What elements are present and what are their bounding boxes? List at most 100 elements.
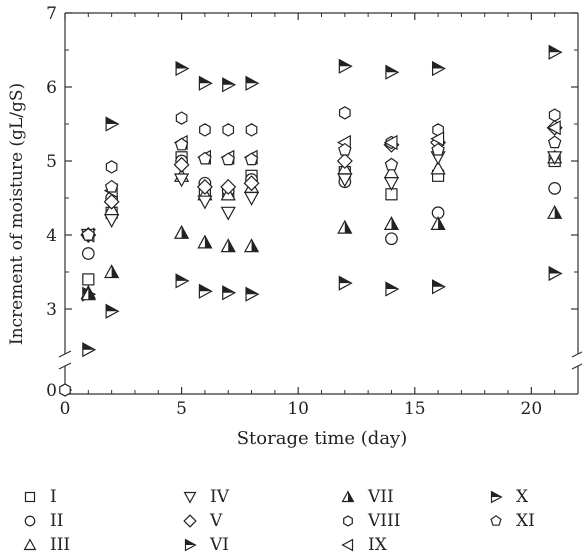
point-v [220,178,237,195]
point-xi [244,152,259,166]
legend-item-xi: XI [488,511,535,531]
legend-item-ii: II [22,511,63,531]
axis-break-right-bottom [571,363,582,370]
point-xi [198,151,212,165]
axis-break-left-top [58,350,72,358]
legend-marker-iv [183,491,197,504]
legend-marker-shape [341,538,354,552]
legend-label: IV [210,487,229,507]
axis-break-left-bottom [58,362,72,370]
legend-item-ix: IX [340,535,387,555]
legend-marker-shape [490,515,502,526]
legend-marker-iii [23,538,37,551]
point-vii [104,264,120,279]
point-ix [430,131,445,147]
point-iv [197,195,213,210]
point-xi [104,179,119,193]
point-iv [337,173,353,188]
point-v [243,175,260,192]
x-tick-label: 0 [60,399,71,419]
legend-label: V [210,511,223,531]
legend-item-vii: VII [340,487,394,507]
legend-marker-vi [184,538,197,552]
point-xi [431,142,445,156]
legend-label: I [50,487,57,507]
point-vi [198,283,213,299]
y-tick-label: 4 [46,226,57,246]
legend-marker-shape [183,491,197,504]
point-viii [245,123,258,137]
point-vii [80,286,96,301]
legend-label: XI [516,511,535,531]
legend-marker-shape [24,515,36,527]
legend-item-v: V [182,511,222,531]
point-xi [174,137,189,151]
point-vii [173,224,190,239]
data-points [59,44,563,397]
legend-marker-shape [183,514,197,528]
legend-item-viii: VIII [340,511,400,531]
x-tick-label: 20 [521,399,543,419]
point-iv [220,206,236,221]
legend-item-vi: VI [182,535,229,555]
point-vi [175,273,190,289]
y-tick-label: 3 [46,300,57,320]
point-ii [548,182,562,195]
point-xi [81,227,96,241]
point-x [175,60,190,77]
point-v [173,156,190,173]
legend-marker-shape [490,490,503,504]
point-vi [385,281,400,297]
scatter-chart: 0 5 10 15 20 3 4 5 6 7 0 Storage time (day) Increm… [7,4,582,449]
point-vii [430,216,446,230]
point-iv [173,173,190,188]
point-x [245,75,260,91]
legend-marker-v [183,514,197,528]
legend-marker-x [490,490,503,504]
point-vi [222,285,237,301]
point-viii [222,123,235,137]
point-v [103,193,120,210]
point-vi [245,286,260,302]
y-tick-label: 7 [46,4,57,24]
legend-marker-shape [23,538,37,551]
legend: I II III IV V VI VII VIII IX X XI [0,476,582,558]
axis-ticks: 0 5 10 15 20 3 4 5 6 7 0 [46,4,578,419]
legend-label: IX [368,535,387,555]
point-vi [431,279,446,295]
legend-label: III [50,535,71,555]
point-xi [221,152,235,166]
point-vii [547,204,563,219]
point-vii [337,219,353,234]
point-vi [338,275,353,291]
point-iv [547,151,563,166]
point-iv [383,177,400,192]
point-x [105,116,120,132]
point-vii [220,238,236,253]
point-vi [105,303,120,319]
point-x [338,58,353,74]
point-vii [243,238,260,253]
legend-item-iv: IV [182,487,229,507]
legend-label: II [50,511,64,531]
legend-marker-shape [184,538,197,552]
point-xi [338,142,352,156]
y-tick-label: 5 [46,152,57,172]
point-vi [548,265,563,282]
legend-item-x: X [488,487,528,507]
point-iii [430,160,446,175]
point-xi [384,157,399,171]
point-ii [385,232,398,246]
legend-marker-xi [490,515,502,526]
legend-label: VIII [368,511,401,531]
point-vii [383,216,400,230]
point-x [222,77,237,93]
point-x [82,342,97,358]
point-viii [105,160,118,174]
legend-item-i: I [22,487,57,507]
legend-label: VI [210,535,229,555]
legend-label: VII [368,487,394,507]
point-origin [59,383,71,397]
legend-marker-vii [341,490,355,503]
point-x [385,64,400,80]
